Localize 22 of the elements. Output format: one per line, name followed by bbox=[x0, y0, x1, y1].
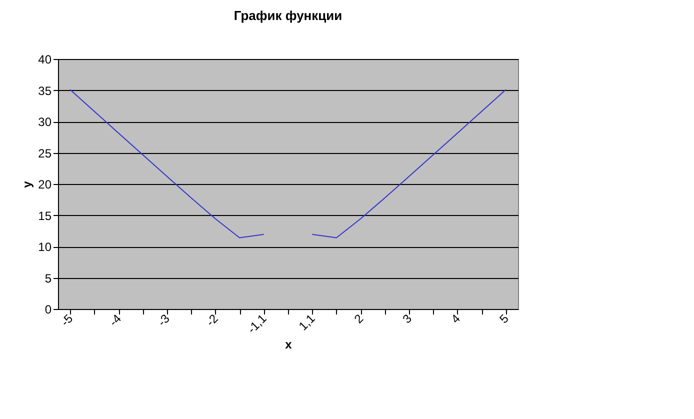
x-axis-title: x bbox=[285, 337, 292, 352]
x-tick-label: 4 bbox=[448, 311, 464, 326]
x-tick-label: -2 bbox=[203, 311, 222, 329]
y-tick-label: 15 bbox=[38, 208, 52, 223]
y-tick-label: 35 bbox=[38, 84, 52, 98]
y-tick-label: 10 bbox=[38, 240, 52, 254]
x-tick-label: -4 bbox=[106, 311, 124, 329]
chart-title: График функции bbox=[234, 8, 342, 23]
y-axis-title: y bbox=[20, 180, 34, 188]
x-tick-label: 1,1 bbox=[296, 311, 318, 334]
y-tick-label: 20 bbox=[38, 178, 52, 192]
x-tick-label: -5 bbox=[58, 311, 76, 329]
y-tick-label: 0 bbox=[44, 302, 52, 316]
y-tick-label: 30 bbox=[38, 115, 52, 129]
y-tick-label: 25 bbox=[38, 146, 52, 160]
x-tick-label: 2 bbox=[351, 311, 366, 326]
x-tick-label: 3 bbox=[400, 311, 415, 326]
x-tick-label: -1,1 bbox=[244, 311, 270, 336]
x-tick-label: -3 bbox=[154, 311, 173, 329]
x-tick-label: 5 bbox=[496, 311, 512, 326]
y-tick-label: 40 bbox=[38, 52, 52, 66]
y-tick-label: 5 bbox=[44, 271, 52, 286]
